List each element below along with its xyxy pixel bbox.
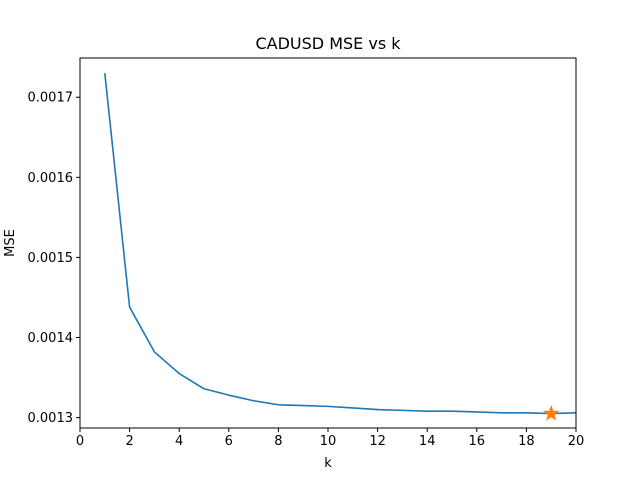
min-star-marker [542,404,560,421]
x-tick-label: 10 [320,434,337,449]
x-tick-label: 0 [76,434,84,449]
y-tick-label: 0.0013 [28,411,74,426]
y-axis-label: MSE [3,229,18,257]
y-tick-label: 0.0014 [28,331,74,346]
mse-line [104,73,577,415]
x-tick-label: 6 [225,434,233,449]
x-tick-label: 12 [369,434,386,449]
y-axis: 0.0013 0.0014 0.0015 0.0016 0.0017 [28,91,80,426]
y-tick-label: 0.0016 [28,171,74,186]
x-tick-label: 18 [518,434,535,449]
y-tick-label: 0.0017 [28,91,74,106]
marker-layer [542,404,560,421]
x-tick-label: 8 [274,434,282,449]
x-tick-label: 14 [419,434,436,449]
axes-frame [79,57,577,429]
x-axis-label: k [324,456,332,471]
x-axis: 0 2 4 6 8 10 12 14 16 18 20 [76,428,584,449]
series-layer [104,73,577,415]
plot-area [79,57,577,429]
x-tick-label: 20 [568,434,585,449]
x-tick-label: 16 [469,434,486,449]
x-tick-label: 4 [175,434,183,449]
x-tick-label: 2 [125,434,133,449]
chart-title: CADUSD MSE vs k [255,34,401,53]
y-tick-label: 0.0015 [28,251,74,266]
